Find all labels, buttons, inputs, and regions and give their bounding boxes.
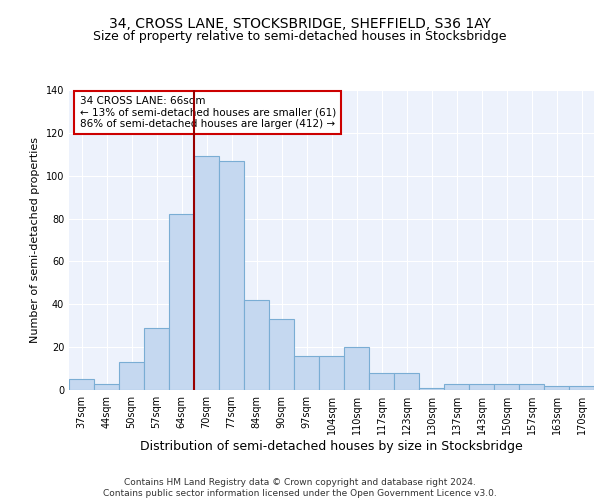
Bar <box>394 373 419 390</box>
X-axis label: Distribution of semi-detached houses by size in Stocksbridge: Distribution of semi-detached houses by … <box>140 440 523 453</box>
Bar <box>344 347 369 390</box>
Bar <box>444 384 469 390</box>
Bar <box>544 386 569 390</box>
Text: Size of property relative to semi-detached houses in Stocksbridge: Size of property relative to semi-detach… <box>93 30 507 43</box>
Bar <box>419 388 444 390</box>
Bar <box>144 328 169 390</box>
Bar <box>519 384 544 390</box>
Y-axis label: Number of semi-detached properties: Number of semi-detached properties <box>30 137 40 343</box>
Bar <box>294 356 319 390</box>
Bar <box>469 384 494 390</box>
Bar <box>119 362 144 390</box>
Bar <box>194 156 219 390</box>
Bar <box>94 384 119 390</box>
Bar <box>569 386 594 390</box>
Bar <box>269 320 294 390</box>
Bar <box>69 380 94 390</box>
Text: 34 CROSS LANE: 66sqm
← 13% of semi-detached houses are smaller (61)
86% of semi-: 34 CROSS LANE: 66sqm ← 13% of semi-detac… <box>79 96 336 129</box>
Text: 34, CROSS LANE, STOCKSBRIDGE, SHEFFIELD, S36 1AY: 34, CROSS LANE, STOCKSBRIDGE, SHEFFIELD,… <box>109 18 491 32</box>
Bar <box>169 214 194 390</box>
Bar <box>244 300 269 390</box>
Bar <box>369 373 394 390</box>
Text: Contains HM Land Registry data © Crown copyright and database right 2024.
Contai: Contains HM Land Registry data © Crown c… <box>103 478 497 498</box>
Bar <box>319 356 344 390</box>
Bar <box>219 160 244 390</box>
Bar <box>494 384 519 390</box>
